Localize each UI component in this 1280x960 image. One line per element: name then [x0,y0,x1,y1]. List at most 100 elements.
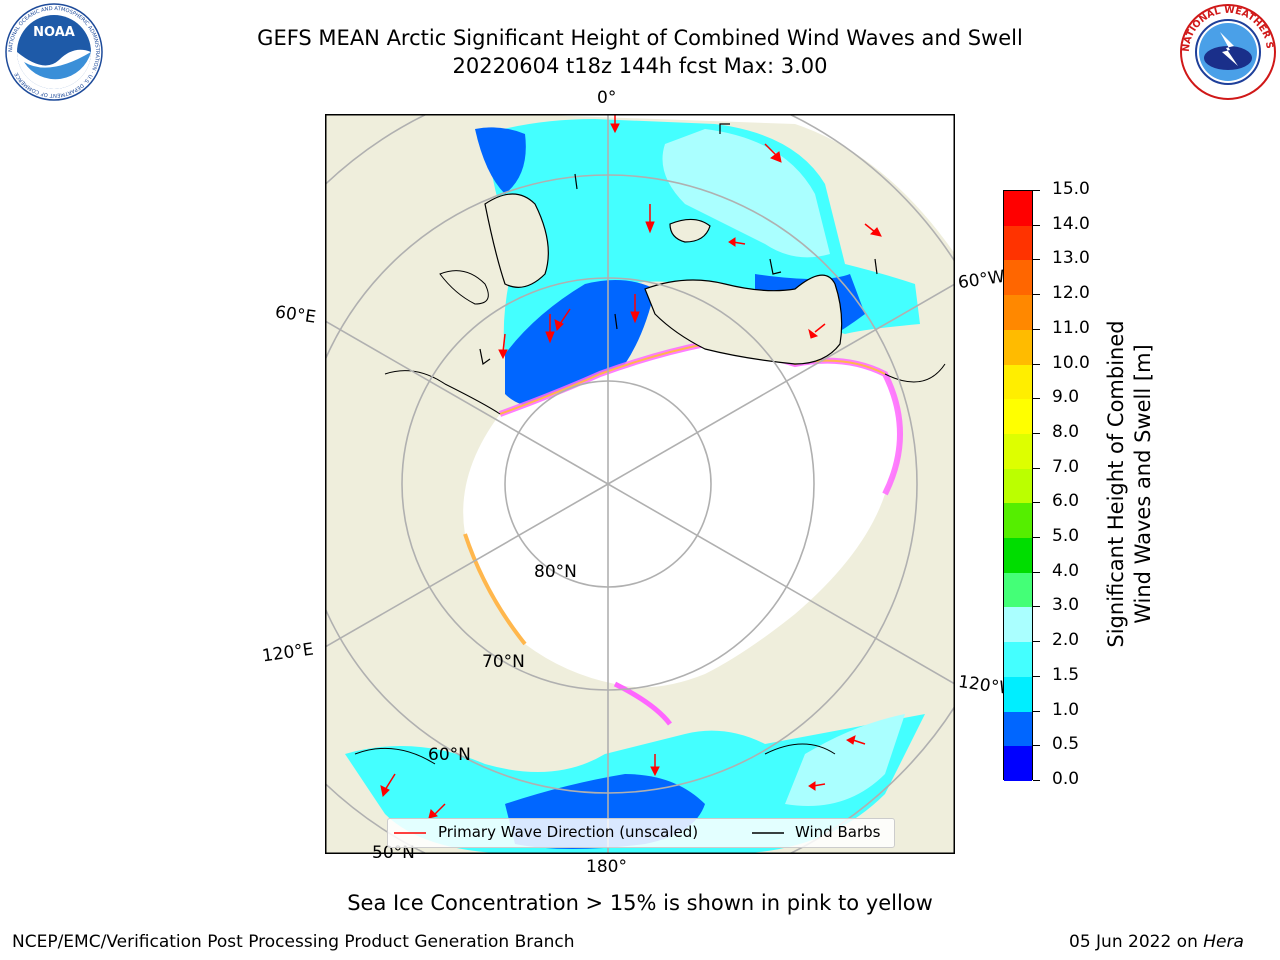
lat-label-70: 70°N [482,652,525,672]
lat-label-80: 80°N [534,562,577,582]
colorbar-tick-label: 6.0 [1052,491,1080,512]
wind-barb-swatch [752,832,784,834]
colorbar-label-line1: Significant Height of Combined [1104,320,1128,648]
colorbar-tick-mark [1033,467,1040,469]
map-legend: Primary Wave Direction (unscaled) Wind B… [387,818,895,848]
kamchatka-coastline [354,747,436,765]
colorbar-segment [1004,676,1032,712]
colorbar-tick-mark [1033,328,1040,330]
colorbar-segment [1004,329,1032,365]
polar-map [325,114,955,854]
colorbar-segment [1004,260,1032,296]
ice-edge-siberia [463,533,527,646]
colorbar-tick-label: 0.0 [1052,769,1080,789]
colorbar-tick-label: 1.5 [1052,664,1080,685]
wave-direction-arrows [380,114,882,819]
colorbar-segment [1004,433,1032,469]
colorbar-tick-label: 3.0 [1052,595,1080,616]
noaa-logo-text: NOAA [33,25,75,40]
colorbar-tick-label: 7.0 [1052,456,1080,477]
chart-title: GEFS MEAN Arctic Significant Height of C… [257,26,1023,50]
lon-label-60e: 60°E [273,302,318,328]
outside-domain [515,114,955,254]
colorbar-tick-label: 12.0 [1052,283,1090,304]
footer-credit: NCEP/EMC/Verification Post Processing Pr… [12,932,575,952]
colorbar-tick-label: 13.0 [1052,248,1090,269]
colorbar-tick-mark [1033,537,1040,539]
meridian-120e [325,483,609,648]
colorbar-tick-label: 4.0 [1052,560,1080,581]
sea-ice-note: Sea Ice Concentration > 15% is shown in … [347,891,933,915]
footer-date-text: 05 Jun 2022 on [1069,932,1204,952]
wind-barb-markers [479,123,878,366]
noaa-logo: NOAA NATIONAL OCEANIC AND ATMOSPHERIC AD… [5,3,103,101]
siberia-coastline [384,370,501,415]
colorbar-label: Significant Height of Combined Wind Wave… [1103,274,1157,694]
footer-host: Hera [1203,932,1244,952]
legend-label-wind: Wind Barbs [795,823,881,841]
lat-label-60: 60°N [428,745,471,765]
colorbar-tick-label: 8.0 [1052,421,1080,442]
barents-wave-0-5m [505,280,655,408]
colorbar-tick-mark [1033,432,1040,434]
colorbar-tick-label: 9.0 [1052,387,1080,408]
iceland-outline [669,218,711,243]
colorbar-tick-mark [1033,294,1040,296]
meridian-120w [607,483,955,685]
footer-date: 05 Jun 2022 on Hera [1069,932,1244,952]
colorbar-segment [1004,225,1032,261]
colorbar-tick-label: 2.0 [1052,630,1080,651]
colorbar-tick-label: 14.0 [1052,213,1090,234]
meridian-60e [325,320,609,485]
colorbar-segment [1004,607,1032,643]
colorbar-tick-mark [1033,398,1040,400]
canada-coastline [884,363,946,383]
colorbar-segment [1004,711,1032,747]
colorbar-segment [1004,399,1032,434]
novaya-zemlya-outline [439,270,489,305]
colorbar-segment [1004,642,1032,677]
colorbar-segment [1004,538,1032,573]
meridian-60w [607,283,955,485]
alaska-coastline [764,743,836,755]
baltic-wave [475,127,526,194]
colorbar-segment [1004,746,1032,781]
colorbar-label-line2: Wind Waves and Swell [m] [1131,344,1155,624]
colorbar-tick-mark [1033,224,1040,226]
colorbar-tick-label: 0.5 [1052,734,1080,755]
colorbar-tick-label: 10.0 [1052,352,1090,373]
colorbar-segment [1004,503,1032,539]
colorbar-segment [1004,364,1032,400]
colorbar-tick-mark [1033,745,1040,747]
lon-label-0: 0° [597,88,617,108]
colorbar-tick-mark [1033,780,1040,781]
colorbar-tick-mark [1033,710,1040,712]
map-frame [325,114,955,854]
ice-edge-bering [613,681,672,726]
colorbar-tick-mark [1033,675,1040,677]
lon-label-120e: 120°E [260,639,315,667]
nws-logo: NATIONAL WEATHER SERVICE [1176,2,1276,100]
wave-direction-swatch [394,832,426,834]
scandinavia-outline [484,193,549,288]
atlantic-wave-2m [662,129,830,258]
colorbar-tick-label: 15.0 [1052,179,1090,199]
colorbar-tick-label: 5.0 [1052,526,1080,547]
colorbar-tick-mark [1033,606,1040,608]
lat-label-50: 50°N [372,843,415,863]
lon-label-60w: 60°W [956,266,1007,294]
colorbar-segment [1004,191,1032,226]
arctic-sea-ice [463,344,900,688]
colorbar-tick-mark [1033,259,1040,261]
colorbar-tick-label: 1.0 [1052,699,1080,720]
colorbar-segment [1004,572,1032,608]
colorbar-tick-mark [1033,190,1040,191]
colorbar-segment [1004,295,1032,330]
colorbar [1003,190,1033,781]
lon-label-180: 180° [586,857,627,877]
colorbar-tick-mark [1033,502,1040,504]
colorbar-tick-mark [1033,641,1040,643]
colorbar-tick-mark [1033,363,1040,365]
colorbar-tick-mark [1033,571,1040,573]
colorbar-tick-label: 11.0 [1052,317,1090,338]
